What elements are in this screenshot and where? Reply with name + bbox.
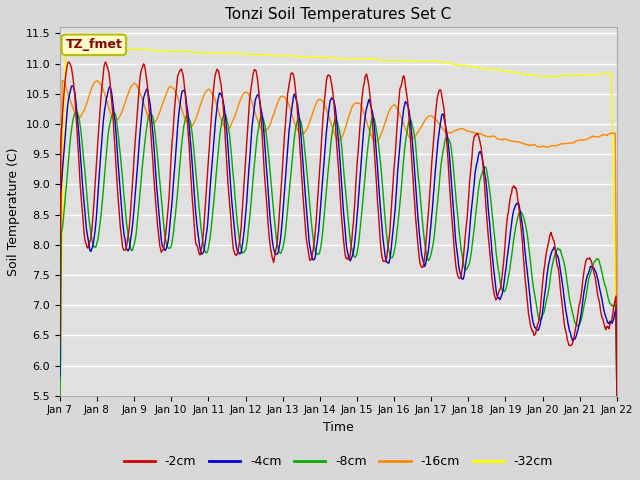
Y-axis label: Soil Temperature (C): Soil Temperature (C) [7, 147, 20, 276]
Title: Tonzi Soil Temperatures Set C: Tonzi Soil Temperatures Set C [225, 7, 451, 22]
Legend: -2cm, -4cm, -8cm, -16cm, -32cm: -2cm, -4cm, -8cm, -16cm, -32cm [118, 450, 558, 473]
Text: TZ_fmet: TZ_fmet [65, 38, 122, 51]
X-axis label: Time: Time [323, 421, 354, 434]
